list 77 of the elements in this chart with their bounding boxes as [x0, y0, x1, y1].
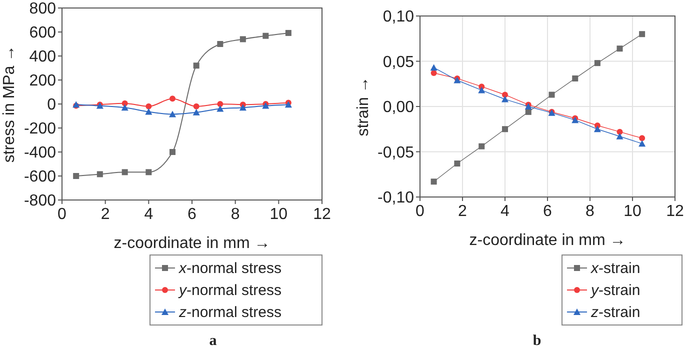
- legend-label: x-normal stress: [178, 260, 282, 277]
- point: [217, 101, 224, 107]
- point: [502, 96, 508, 102]
- y-tick-label: -400: [24, 144, 56, 162]
- point: [239, 104, 246, 111]
- y-tick-label: 400: [29, 48, 56, 66]
- point: [145, 108, 152, 115]
- point: [638, 140, 646, 147]
- point: [548, 92, 555, 98]
- x-tick-label: 4: [500, 203, 510, 220]
- point: [502, 126, 508, 132]
- y-tick-label: 0,10: [382, 8, 414, 26]
- x-tick-label: 0: [58, 206, 67, 223]
- y-tick-label: 600: [29, 24, 56, 42]
- legend-label: z-normal stress: [178, 304, 282, 321]
- x-tick-label: 2: [100, 206, 110, 223]
- y-tick-label: 800: [29, 0, 56, 18]
- point: [594, 60, 600, 66]
- point: [169, 110, 176, 118]
- x-tick-label: 0: [416, 203, 425, 220]
- x-tick-label: 10: [270, 206, 288, 223]
- x-tick-label: 2: [458, 203, 468, 220]
- x-tick-label: 4: [144, 206, 154, 223]
- point: [216, 105, 224, 112]
- y-tick-label: -0,10: [378, 190, 414, 206]
- point: [572, 75, 578, 82]
- y-tick-label: -200: [24, 120, 56, 138]
- point: [478, 143, 485, 150]
- legend-label: y-strain: [590, 282, 640, 299]
- y-tick-label: 200: [29, 72, 56, 90]
- point: [193, 62, 200, 69]
- point: [430, 64, 438, 71]
- y-tick-label: 0,05: [382, 54, 414, 71]
- point: [430, 70, 437, 76]
- point: [478, 86, 486, 94]
- point: [616, 46, 623, 52]
- point: [96, 171, 103, 178]
- y-tick-label: -0,05: [378, 144, 414, 162]
- x-tick-label: 12: [666, 203, 684, 220]
- point: [639, 31, 646, 38]
- y-tick-label: -800: [24, 192, 56, 210]
- legend-label: x-strain: [590, 260, 640, 277]
- y-tick-label: 0,00: [382, 99, 414, 116]
- x-tick-label: 12: [313, 206, 331, 223]
- x-axis-title: z-coordinate in mm →: [114, 235, 270, 252]
- point: [639, 135, 646, 142]
- legend-label: z-strain: [590, 304, 640, 321]
- point: [73, 173, 80, 179]
- x-tick-label: 6: [543, 203, 552, 220]
- x-axis-title: z-coordinate in mm →: [469, 232, 626, 249]
- y-tick-label: -600: [24, 168, 56, 186]
- point: [170, 149, 176, 155]
- point: [430, 178, 437, 185]
- point: [240, 36, 246, 42]
- legend-label: y-normal stress: [178, 282, 282, 299]
- point: [170, 96, 176, 102]
- y-axis-title: stress in MPa →: [1, 45, 18, 163]
- point: [122, 169, 128, 176]
- point: [616, 132, 624, 140]
- point: [192, 108, 200, 116]
- point: [262, 32, 269, 39]
- y-axis-title: strain →: [355, 76, 372, 136]
- text: a: [209, 333, 218, 349]
- point: [121, 104, 128, 111]
- x-tick-label: 10: [624, 203, 642, 220]
- text: b: [532, 333, 542, 349]
- point: [454, 160, 460, 167]
- point: [285, 30, 292, 36]
- x-tick-label: 8: [230, 206, 240, 223]
- point: [594, 126, 601, 132]
- x-tick-label: 6: [188, 206, 197, 223]
- point: [193, 103, 200, 110]
- point: [146, 103, 152, 110]
- point: [146, 169, 152, 176]
- x-tick-label: 8: [586, 203, 595, 220]
- point: [217, 41, 224, 47]
- y-tick-label: 0: [47, 96, 56, 114]
